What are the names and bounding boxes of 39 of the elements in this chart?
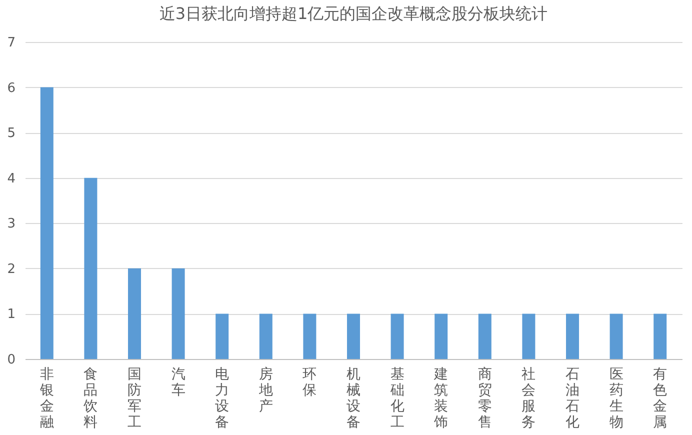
bar — [40, 87, 54, 359]
x-tick-label: 电力设备 — [215, 366, 230, 430]
bar — [610, 314, 623, 359]
bar — [128, 268, 141, 359]
x-tick-label: 商贸零售 — [478, 366, 492, 430]
x-tick-label: 有色金属 — [653, 366, 668, 430]
bar — [216, 314, 229, 359]
bar — [566, 314, 579, 359]
x-tick-label: 汽车 — [171, 366, 186, 398]
y-tick-label: 7 — [7, 36, 16, 50]
x-tick-label: 非银金融 — [38, 366, 54, 430]
bar — [654, 314, 667, 359]
x-tick-label: 环保 — [302, 366, 317, 398]
x-tick-label: 医药生物 — [609, 366, 624, 430]
bar — [478, 314, 492, 359]
y-tick-label: 3 — [7, 216, 16, 232]
bar — [84, 178, 98, 359]
y-tick-label: 5 — [7, 126, 16, 142]
x-tick-label: 石油石化 — [566, 366, 580, 430]
bar — [259, 314, 272, 359]
x-tick-label: 国防军工 — [128, 366, 142, 430]
chart-title: 近3日获北向增持超1亿元的国企改革概念股分板块统计 — [159, 4, 548, 23]
y-tick-label: 4 — [7, 171, 16, 186]
x-tick-label: 食品饮料 — [82, 366, 98, 430]
x-tick-label: 房地产 — [258, 366, 273, 414]
bar — [434, 314, 448, 359]
y-tick-label: 0 — [7, 352, 16, 368]
y-tick-label: 2 — [7, 262, 16, 277]
bar — [347, 314, 360, 359]
bar — [303, 314, 316, 359]
bar — [390, 314, 404, 359]
x-tick-label: 建筑装饰 — [433, 366, 448, 430]
x-tick-label: 机械设备 — [346, 366, 360, 430]
y-tick-label: 6 — [7, 80, 16, 96]
x-tick-label: 基础化工 — [389, 366, 404, 430]
bar — [172, 268, 185, 359]
y-tick-label: 1 — [7, 307, 16, 322]
x-tick-label: 社会服务 — [522, 366, 536, 430]
bar — [522, 314, 536, 359]
